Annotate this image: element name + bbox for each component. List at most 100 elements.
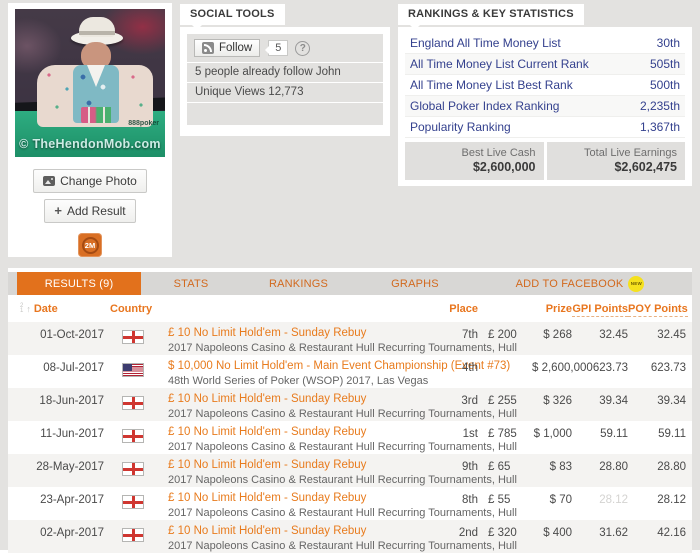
tab[interactable]: GRAPHS xyxy=(356,272,474,295)
result-local-prize: £ 320 xyxy=(488,527,517,539)
country-flag-icon xyxy=(122,363,144,377)
result-poy-points: 28.12 xyxy=(657,494,686,506)
result-date: 08-Jul-2017 xyxy=(43,362,104,374)
country-flag-icon xyxy=(122,528,144,542)
result-prize: $ 268 xyxy=(543,329,572,341)
player-hat-band xyxy=(79,31,115,35)
results-panel: RESULTS (9) STATS RANKINGS GRAPHS ADD TO… xyxy=(8,268,692,553)
event-venue: 2017 Napoleons Casino & Restaurant Hull … xyxy=(168,408,517,420)
summary-value: $2,602,475 xyxy=(614,160,677,174)
change-photo-label: Change Photo xyxy=(60,174,137,188)
result-poy-points: 28.80 xyxy=(657,461,686,473)
social-tools-header: SOCIAL TOOLS xyxy=(180,4,285,30)
ranking-row: All Time Money List Current Rank 505th xyxy=(405,54,685,75)
ranking-row: All Time Money List Best Rank 500th xyxy=(405,75,685,96)
ranking-link[interactable]: All Time Money List Current Rank xyxy=(410,57,589,71)
change-photo-button[interactable]: Change Photo xyxy=(33,169,147,193)
milestone-2m-badge: 2M xyxy=(78,233,102,257)
country-flag-icon xyxy=(122,495,144,509)
tab-label: STATS xyxy=(173,277,209,290)
result-event-cell: £ 10 No Limit Hold'em - Sunday Rebuy 201… xyxy=(160,520,517,553)
result-poy-points: 59.11 xyxy=(658,428,686,440)
summary-box: Total Live Earnings $2,602,475 xyxy=(546,142,685,180)
ranking-value: 505th xyxy=(649,57,680,71)
result-country xyxy=(108,322,160,355)
result-row: 23-Apr-2017 £ 10 No Limit Hold'em - Sund… xyxy=(8,487,692,520)
tab[interactable]: STATS xyxy=(141,272,241,295)
event-link[interactable]: £ 10 No Limit Hold'em - Sunday Rebuy xyxy=(168,327,367,339)
event-venue: 2017 Napoleons Casino & Restaurant Hull … xyxy=(168,507,517,519)
ranking-link[interactable]: England All Time Money List xyxy=(410,36,561,50)
result-row: 11-Jun-2017 £ 10 No Limit Hold'em - Sund… xyxy=(8,421,692,454)
ranking-value: 1,367th xyxy=(639,120,680,134)
event-link[interactable]: £ 10 No Limit Hold'em - Sunday Rebuy xyxy=(168,426,367,438)
result-date: 11-Jun-2017 xyxy=(40,428,104,440)
tab[interactable]: RESULTS (9) xyxy=(17,272,141,295)
column-header-prize: Prize xyxy=(545,302,572,315)
result-place: 2nd xyxy=(458,527,478,539)
result-gpi-points: 59.11 xyxy=(600,428,628,440)
event-link[interactable]: £ 10 No Limit Hold'em - Sunday Rebuy xyxy=(168,393,367,405)
result-place: 9th xyxy=(462,461,478,473)
event-venue: 2017 Napoleons Casino & Restaurant Hull … xyxy=(168,441,517,453)
result-prize: $ 83 xyxy=(549,461,572,473)
event-link[interactable]: £ 10 No Limit Hold'em - Sunday Rebuy xyxy=(168,492,367,504)
result-event-cell: £ 10 No Limit Hold'em - Sunday Rebuy 201… xyxy=(160,421,517,454)
tab-label: GRAPHS xyxy=(391,277,439,290)
column-header-gpi[interactable]: GPI Points xyxy=(572,302,628,317)
result-place: 1st xyxy=(462,428,478,440)
ranking-value: 30th xyxy=(656,36,680,50)
result-local-prize: £ 785 xyxy=(488,428,517,440)
result-date: 28-May-2017 xyxy=(36,461,104,473)
sort-arrow-icon: ↑ xyxy=(26,303,31,314)
result-country xyxy=(108,520,160,553)
result-event-cell: £ 10 No Limit Hold'em - Sunday Rebuy 201… xyxy=(160,487,517,520)
result-row: 08-Jul-2017 $ 10,000 No Limit Hold'em - … xyxy=(8,355,692,388)
feed-icon xyxy=(202,42,214,54)
result-local-prize: £ 200 xyxy=(488,329,517,341)
event-link[interactable]: £ 10 No Limit Hold'em - Sunday Rebuy xyxy=(168,525,367,537)
ranking-row: England All Time Money List 30th xyxy=(405,33,685,54)
event-venue: 2017 Napoleons Casino & Restaurant Hull … xyxy=(168,342,517,354)
result-country xyxy=(108,487,160,520)
help-icon[interactable]: ? xyxy=(295,40,311,56)
result-gpi-points: 28.12 xyxy=(599,494,628,506)
result-prize: $ 1,000 xyxy=(533,428,572,440)
plus-icon: + xyxy=(54,203,62,218)
tab[interactable]: RANKINGS xyxy=(241,272,356,295)
add-result-label: Add Result xyxy=(66,204,126,218)
ranking-link[interactable]: Global Poker Index Ranking xyxy=(410,99,560,113)
social-tools-title: SOCIAL TOOLS xyxy=(190,8,275,20)
follow-row: Follow 5 ? xyxy=(187,34,383,63)
ranking-link[interactable]: Popularity Ranking xyxy=(410,120,511,134)
event-link[interactable]: $ 10,000 No Limit Hold'em - Main Event C… xyxy=(168,360,511,372)
rankings-list: England All Time Money List 30th All Tim… xyxy=(405,33,685,138)
follow-label: Follow xyxy=(219,42,253,54)
event-link[interactable]: £ 10 No Limit Hold'em - Sunday Rebuy xyxy=(168,459,367,471)
result-prize: $ 326 xyxy=(543,395,572,407)
follow-count-badge: 5 xyxy=(265,40,289,56)
profile-card: 888poker © TheHendonMob.com Change Photo… xyxy=(8,3,172,257)
result-poy-points: 42.16 xyxy=(657,527,686,539)
add-result-button[interactable]: + Add Result xyxy=(44,199,136,223)
followers-text: 5 people already follow John xyxy=(187,63,383,83)
social-empty-row xyxy=(187,103,383,125)
column-header-place: Place xyxy=(449,302,478,315)
social-tools-panel: Follow 5 ? 5 people already follow John … xyxy=(180,27,390,136)
ranking-value: 2,235th xyxy=(639,99,680,113)
result-date: 18-Jun-2017 xyxy=(39,395,104,407)
result-place: 4th xyxy=(462,362,478,374)
ranking-link[interactable]: All Time Money List Best Rank xyxy=(410,78,573,92)
follow-button[interactable]: Follow xyxy=(194,39,261,57)
column-header-poy[interactable]: POY Points xyxy=(628,302,688,317)
summary-value: $2,600,000 xyxy=(472,160,536,174)
tab-label: ADD TO FACEBOOK xyxy=(515,277,624,290)
photo-icon xyxy=(43,176,56,186)
result-poy-points: 39.34 xyxy=(657,395,686,407)
tab[interactable]: ADD TO FACEBOOK NEW xyxy=(474,272,686,295)
result-prize: $ 2,600,000 xyxy=(532,362,593,374)
rankings-panel: England All Time Money List 30th All Tim… xyxy=(398,27,692,186)
